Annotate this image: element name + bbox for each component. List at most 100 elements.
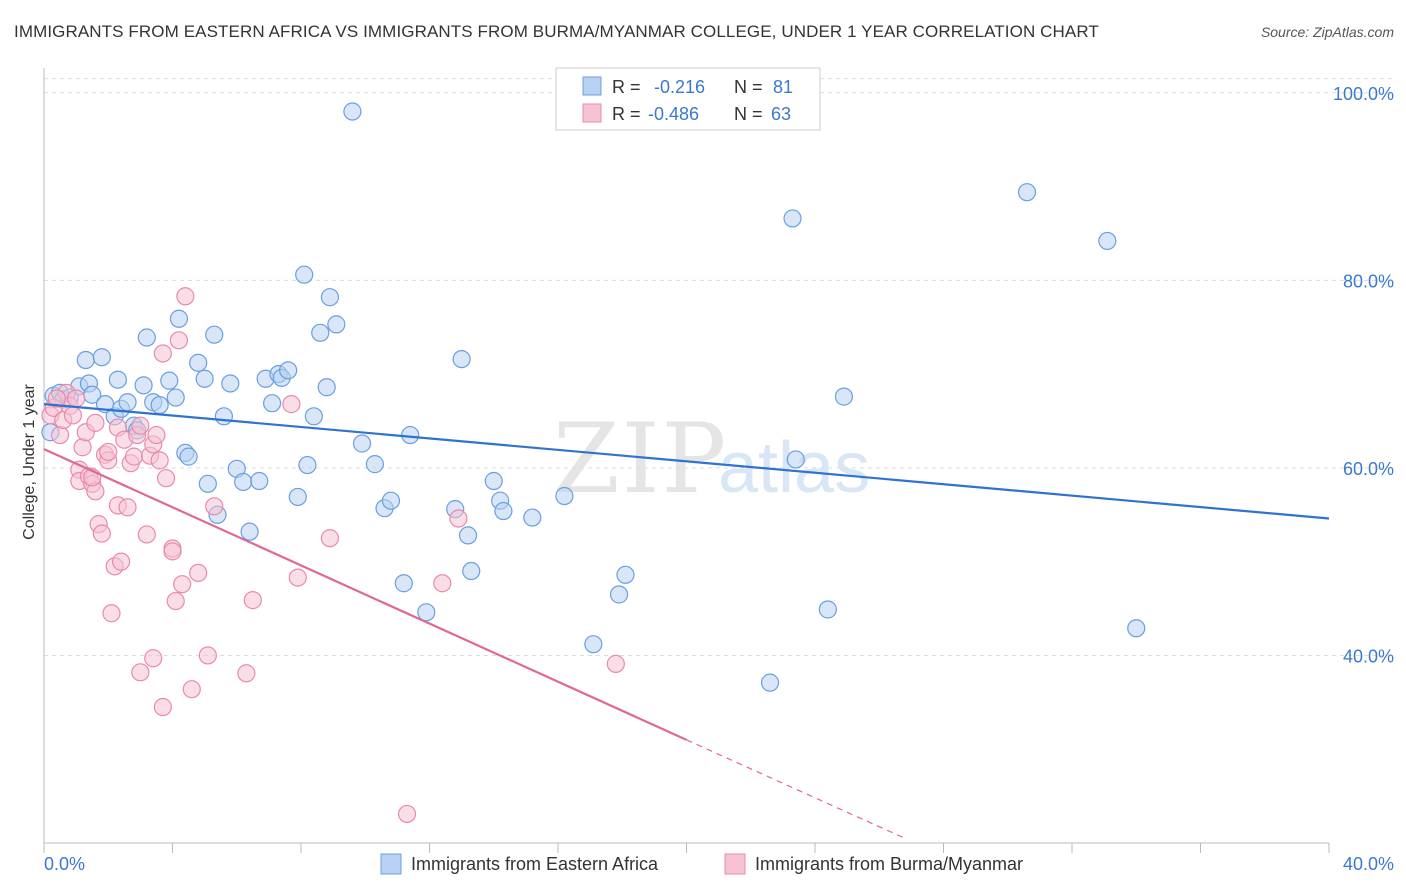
point-s0-51 — [352, 434, 372, 453]
legend-r-label-1: R = — [612, 77, 641, 97]
point-s1-30 — [137, 525, 156, 544]
point-s0-77 — [1127, 619, 1146, 638]
point-s1-16 — [92, 524, 111, 543]
series-legend: Immigrants from Eastern Africa Immigrant… — [380, 853, 1023, 875]
legend-r-value-1: -0.216 — [654, 77, 705, 97]
point-s1-40 — [169, 331, 189, 350]
point-s0-67 — [584, 635, 603, 654]
legend-swatch-pink — [582, 103, 602, 123]
point-s0-36 — [250, 471, 269, 491]
point-s0-43 — [295, 265, 314, 284]
point-s0-55 — [394, 574, 413, 593]
point-s1-43 — [182, 680, 201, 699]
point-s0-64 — [494, 501, 513, 521]
point-s1-45 — [198, 646, 217, 665]
point-s0-18 — [137, 328, 156, 347]
point-s1-29 — [131, 416, 150, 435]
trend-lines — [43, 403, 1330, 839]
y-tick-label-80: 80.0% — [1343, 271, 1394, 291]
series-eastern-africa — [41, 102, 1146, 692]
axes — [43, 68, 1330, 853]
y-tick-label-100: 100.0% — [1333, 84, 1394, 104]
trend-line-s1 — [43, 448, 687, 741]
point-s0-29 — [205, 325, 224, 344]
point-s0-60 — [458, 526, 478, 545]
point-s0-56 — [401, 425, 420, 445]
point-s0-42 — [288, 487, 307, 507]
y-tick-label-60: 60.0% — [1343, 459, 1394, 479]
point-s0-59 — [452, 349, 471, 369]
legend-n-label-2: N = — [734, 104, 763, 124]
chart-title: IMMIGRANTS FROM EASTERN AFRICA VS IMMIGR… — [14, 22, 1099, 41]
point-s0-54 — [381, 491, 401, 510]
point-s1-49 — [282, 395, 301, 414]
point-s1-59 — [86, 413, 105, 432]
point-s1-56 — [131, 663, 150, 682]
point-s0-14 — [118, 393, 137, 412]
point-s0-41 — [279, 361, 298, 380]
point-s1-23 — [111, 552, 131, 571]
point-s1-25 — [118, 498, 137, 517]
point-s0-28 — [198, 474, 217, 493]
point-s0-61 — [462, 561, 481, 581]
x-tick-label-min: 0.0% — [44, 854, 85, 874]
point-s1-61 — [47, 389, 66, 408]
source-label: Source: ZipAtlas.com — [1260, 24, 1394, 40]
grid-lines — [44, 78, 1395, 656]
point-s1-44 — [189, 563, 208, 583]
point-s1-55 — [397, 804, 417, 824]
watermark: ZIP atlas — [553, 403, 870, 515]
point-s0-17 — [134, 376, 153, 395]
point-s1-38 — [163, 542, 182, 561]
legend-r-label-2: R = — [612, 104, 641, 124]
point-s1-6 — [63, 406, 83, 425]
point-s0-76 — [1098, 231, 1117, 251]
point-s0-71 — [783, 209, 802, 228]
point-s0-73 — [818, 600, 837, 619]
point-s0-46 — [311, 323, 330, 342]
point-s1-27 — [124, 447, 144, 466]
point-s0-45 — [304, 407, 323, 426]
point-s0-44 — [298, 455, 317, 475]
point-s0-25 — [179, 447, 198, 466]
point-s0-50 — [343, 102, 362, 121]
y-tick-label-40: 40.0% — [1343, 646, 1394, 666]
point-s0-62 — [484, 471, 503, 491]
point-s1-33 — [147, 425, 166, 445]
watermark-zip: ZIP — [553, 403, 728, 515]
legend-r-value-2: -0.486 — [648, 104, 699, 124]
legend-label-eastern-africa: Immigrants from Eastern Africa — [411, 854, 659, 874]
legend-swatch-eastern-africa — [380, 853, 402, 875]
point-s0-69 — [616, 565, 635, 584]
point-s0-12 — [108, 370, 127, 389]
point-s1-52 — [433, 574, 452, 593]
point-s0-75 — [1017, 183, 1037, 202]
point-s0-6 — [76, 350, 95, 370]
point-s0-47 — [317, 378, 336, 397]
point-s0-72 — [786, 450, 805, 469]
point-s0-48 — [320, 288, 340, 307]
point-s1-50 — [288, 568, 307, 587]
point-s0-66 — [555, 486, 574, 506]
legend-swatch-burma-myanmar — [724, 853, 746, 875]
point-s1-39 — [166, 591, 185, 611]
point-s0-52 — [365, 455, 384, 474]
point-s1-42 — [176, 287, 195, 306]
legend-swatch-blue — [582, 76, 602, 96]
trend-line-s0 — [43, 403, 1330, 520]
x-tick-label-max: 40.0% — [1343, 854, 1394, 874]
point-s0-57 — [417, 603, 436, 622]
point-s0-70 — [760, 673, 780, 692]
point-s0-26 — [189, 353, 208, 372]
x-tick-labels: 0.0% 40.0% — [44, 854, 1394, 874]
point-s0-32 — [221, 374, 240, 393]
point-s1-10 — [73, 438, 92, 457]
legend-n-value-1: 81 — [773, 77, 793, 97]
point-s1-46 — [205, 497, 224, 516]
point-s0-21 — [160, 371, 179, 390]
point-s0-31 — [214, 407, 233, 426]
point-s0-27 — [195, 369, 214, 388]
point-s0-23 — [169, 309, 189, 328]
point-s1-57 — [144, 649, 163, 668]
